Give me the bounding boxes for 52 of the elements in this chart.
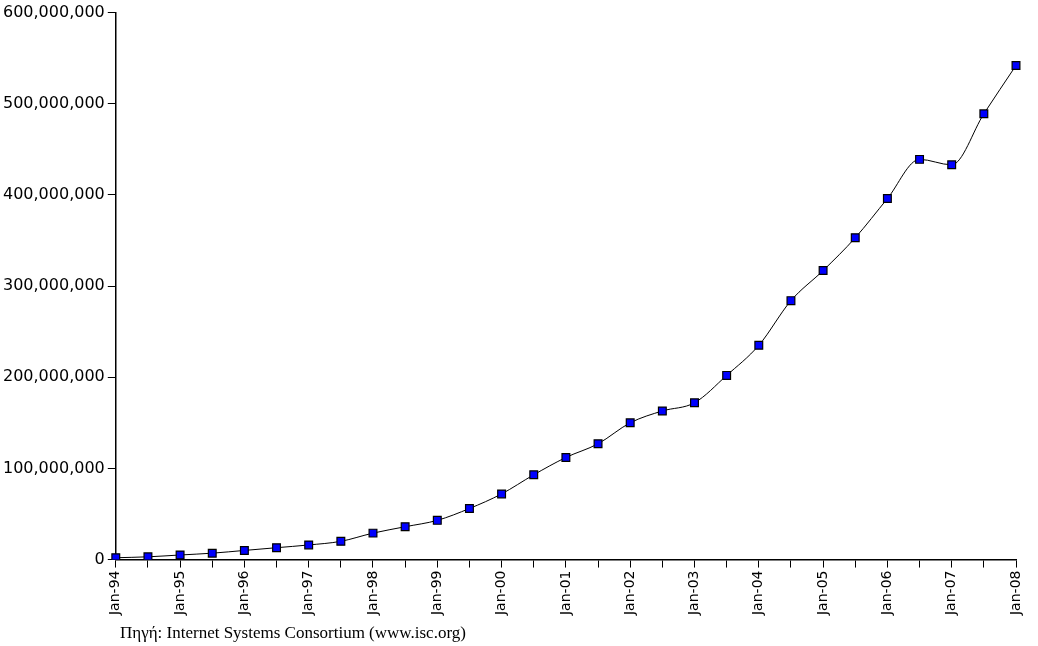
point: [818, 266, 828, 276]
point: [882, 194, 892, 204]
point: [368, 528, 378, 538]
point: [529, 470, 539, 480]
x-tick-label: Jan-03: [685, 570, 702, 617]
point: [143, 552, 153, 560]
x-tick-label: Jan-96: [235, 570, 252, 617]
point: [497, 489, 507, 499]
point: [336, 536, 346, 546]
point: [464, 504, 474, 513]
y-tick-label: 500,000,000: [2, 92, 105, 112]
point: [304, 540, 314, 550]
point: [400, 522, 410, 532]
x-tick-label: Jan-02: [620, 570, 637, 617]
point: [593, 439, 603, 449]
y-tick-label: 400,000,000: [2, 184, 105, 204]
y-tick-label: 600,000,000: [2, 1, 105, 21]
point: [915, 154, 925, 164]
y-tick-label: 0: [94, 548, 105, 568]
x-tick-label: Jan-01: [556, 570, 573, 617]
x-tick-label: Jan-97: [299, 570, 316, 617]
point: [979, 109, 989, 119]
point: [207, 548, 217, 558]
point: [272, 543, 282, 553]
point: [239, 545, 249, 555]
text: Πηγή: Internet Systems Consortium (www.isc.org): [120, 623, 466, 642]
point: [786, 296, 796, 306]
point: [690, 398, 699, 408]
x-tick-label: Jan-94: [106, 570, 123, 617]
x-tick-label: Jan-07: [942, 570, 959, 617]
point: [175, 550, 185, 560]
y-tick-label: 300,000,000: [2, 275, 105, 295]
point: [1011, 60, 1021, 70]
point: [111, 553, 121, 560]
x-tick-label: Jan-05: [813, 570, 830, 617]
point: [947, 160, 957, 170]
x-tick-label: Jan-06: [878, 570, 895, 617]
point: [625, 418, 635, 428]
point: [657, 406, 667, 416]
point: [432, 515, 442, 525]
x-tick-label: Jan-08: [1006, 570, 1023, 617]
x-tick-label: Jan-95: [170, 570, 187, 617]
y-tick-label: 200,000,000: [2, 366, 105, 386]
y-tick-label: 100,000,000: [2, 457, 105, 477]
x-tick-label: Jan-04: [749, 570, 766, 617]
x-tick-label: Jan-98: [363, 570, 380, 617]
point: [850, 233, 860, 243]
x-tick-label: Jan-00: [492, 570, 509, 617]
x-tick-label: Jan-99: [427, 570, 444, 617]
point: [754, 340, 764, 350]
point: [722, 370, 732, 380]
point: [561, 452, 571, 462]
